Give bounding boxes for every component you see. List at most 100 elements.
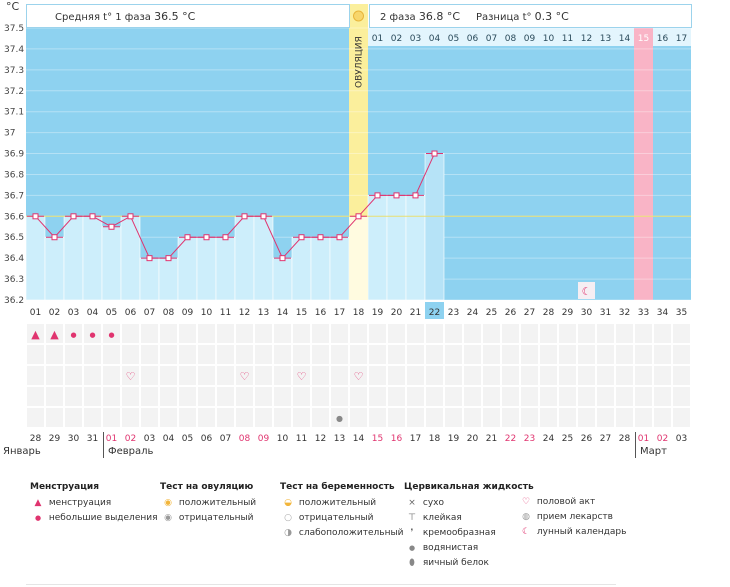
marker-cell [141, 345, 158, 364]
marker-cell [464, 345, 481, 364]
temperature-point [146, 255, 153, 262]
marker-cell [483, 408, 500, 427]
legend-item: ● небольшие выделения [30, 511, 158, 526]
marker-cell [502, 324, 519, 343]
marker-cell [217, 408, 234, 427]
legend-label: кремообразная [422, 528, 496, 538]
date-label: 09 [258, 434, 270, 444]
marker-cell [559, 324, 576, 343]
cycle-day-label: 21 [410, 308, 421, 318]
temperature-point [374, 192, 381, 199]
marker-cell [312, 366, 329, 385]
marker-cell [445, 387, 462, 406]
cycle-day-label: 06 [125, 308, 137, 318]
date-label: 24 [543, 434, 555, 444]
cycle-day-label: 13 [258, 308, 269, 318]
temperature-point [70, 213, 77, 220]
marker-cell [426, 366, 443, 385]
cycle-day-label: 24 [467, 308, 479, 318]
menstruation-icon: ▲ [50, 328, 59, 341]
marker-cell [502, 366, 519, 385]
spotting-icon: ● [108, 331, 114, 339]
ovulation-label: ОВУЛЯЦИЯ [355, 36, 365, 88]
marker-cell [103, 387, 120, 406]
cycle-day-label: 02 [49, 308, 60, 318]
marker-cell [502, 345, 519, 364]
phase2-day-label: 06 [467, 34, 479, 44]
temperature-bar [25, 216, 46, 301]
marker-cell [350, 366, 367, 385]
cycle-day-label: 07 [144, 308, 155, 318]
marker-cell [578, 324, 595, 343]
unit-label: °C [6, 0, 20, 13]
marker-cell [27, 387, 44, 406]
marker-cell [540, 408, 557, 427]
temperature-bar [215, 236, 236, 301]
date-label: 25 [562, 434, 573, 444]
bbt-chart: 36.2 36.3 36.4 36.5 36.6 36.7 36.8 36.9 37 37.1 37… [4, 4, 691, 444]
phase2-day-label: 03 [410, 34, 421, 44]
marker-cell [559, 387, 576, 406]
marker-cell [369, 345, 386, 364]
marker-cell [331, 408, 348, 427]
spotting-icon: ● [34, 514, 42, 522]
temperature-point [336, 234, 343, 241]
marker-cell [274, 345, 291, 364]
date-label: 02 [125, 434, 136, 444]
date-label: 19 [448, 434, 460, 444]
marker-cell [312, 408, 329, 427]
watery-icon: ● [336, 414, 343, 423]
cycle-day-label: 20 [391, 308, 403, 318]
marker-cell [464, 366, 481, 385]
marker-cell [673, 408, 690, 427]
legend-cervical: Цервикальная жидкость × сухо ⊤ клейкая ❜… [404, 482, 534, 571]
cycle-day-label: 05 [106, 308, 117, 318]
temperature-bar [101, 226, 122, 301]
sticky-icon: ⊤ [408, 513, 416, 523]
phase2-day-label: 12 [581, 34, 592, 44]
marker-cell [160, 408, 177, 427]
marker-cell [122, 345, 139, 364]
marker-cell [160, 324, 177, 343]
marker-cell [84, 366, 101, 385]
footer-divider [26, 584, 616, 585]
legend-title: Тест на беременность [280, 482, 395, 492]
marker-cell [255, 366, 272, 385]
legend-label: яичный белок [422, 558, 489, 568]
marker-cell [236, 366, 253, 385]
marker-cell [654, 387, 671, 406]
positive-test-icon: ◉ [164, 498, 172, 508]
marker-cell [369, 366, 386, 385]
phase2-day-label: 02 [391, 34, 402, 44]
month-january: Январь [3, 446, 41, 457]
marker-cell [483, 366, 500, 385]
date-label: 28 [619, 434, 631, 444]
marker-cell [255, 345, 272, 364]
marker-cell [464, 324, 481, 343]
marker-cell [27, 366, 44, 385]
marker-cell [578, 387, 595, 406]
date-label: 06 [201, 434, 213, 444]
date-label: 30 [68, 434, 80, 444]
cycle-day-label: 18 [353, 308, 365, 318]
marker-cell [654, 408, 671, 427]
marker-cell [27, 408, 44, 427]
marker-cell [198, 345, 215, 364]
temperature-point [51, 234, 58, 241]
temperature-line [35, 153, 435, 260]
legend-item: ◉ положительный [160, 496, 256, 511]
marker-cell [407, 408, 424, 427]
y-tick-label: 36.9 [4, 150, 24, 160]
heart-icon: ♡ [297, 370, 307, 383]
marker-cell [141, 366, 158, 385]
marker-cell [331, 345, 348, 364]
legend-item: ☾ лунный календарь [518, 525, 626, 540]
temperature-point [412, 192, 419, 199]
temperature-bar [310, 236, 331, 301]
cycle-day-label: 26 [505, 308, 517, 318]
marker-cell [635, 345, 652, 364]
legend-label: положительный [178, 498, 257, 508]
marker-cell [274, 324, 291, 343]
date-label: 05 [182, 434, 193, 444]
marker-cell [160, 345, 177, 364]
